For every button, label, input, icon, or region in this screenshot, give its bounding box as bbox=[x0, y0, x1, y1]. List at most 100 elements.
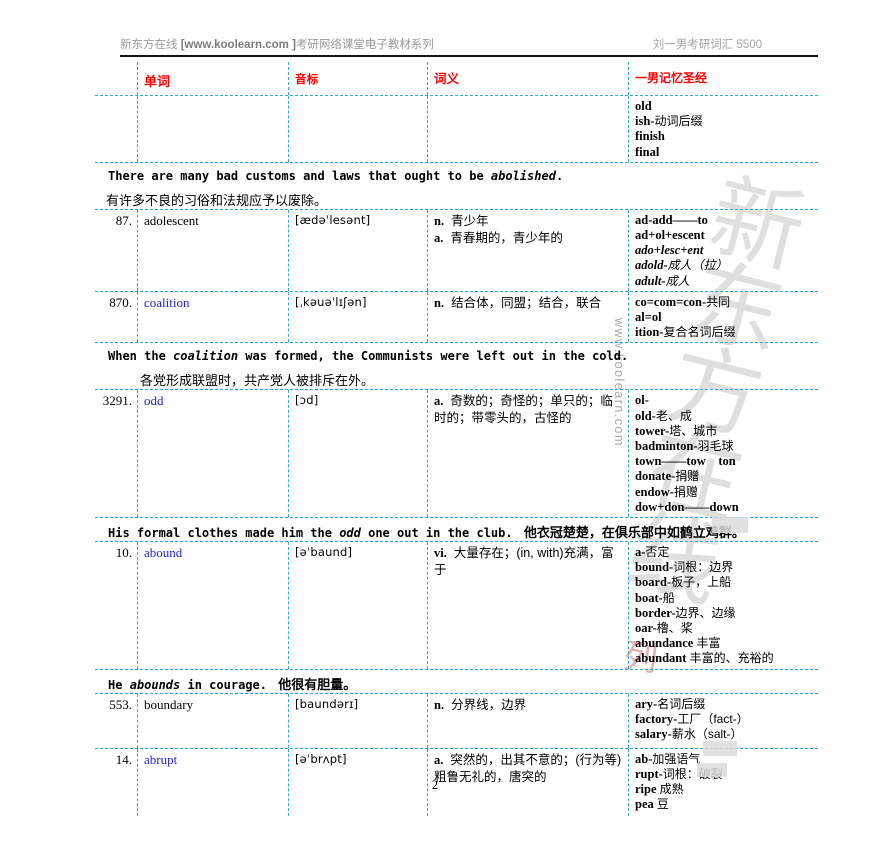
entry-meaning: n. 青少年 a. 青春期的，青少年的 bbox=[427, 209, 628, 291]
example-sentence-english: He abounds in courage. 他很有胆量。 bbox=[108, 674, 818, 693]
memory-gloss: 否定 bbox=[645, 545, 670, 560]
memory-gloss: 加强语气 bbox=[652, 751, 701, 766]
memory-gloss: 边界、边缘 bbox=[675, 605, 736, 620]
memory-line: co=com=con-共同 bbox=[635, 295, 813, 310]
header-site-url: [www.koolearn.com ] bbox=[180, 39, 296, 51]
meaning-line: vi. 大量存在；(in, with)充满，富于 bbox=[434, 545, 623, 579]
sentence-text: He bbox=[108, 677, 130, 692]
part-of-speech: n. bbox=[434, 295, 445, 310]
column-header-word: 单词 bbox=[137, 62, 288, 95]
column-header-number bbox=[95, 62, 137, 95]
memory-line: ado+lesc+ent bbox=[635, 243, 813, 258]
memory-gloss: 成人（拉） bbox=[667, 258, 728, 273]
entry-memory: old ish-动词后缀 finish final bbox=[628, 96, 818, 162]
memory-line: ad-add——to bbox=[635, 213, 813, 228]
table-header-row: 单词 音标 词义 一男记忆圣经 bbox=[95, 62, 818, 96]
memory-line: ol- bbox=[635, 393, 813, 408]
memory-gloss: 动词后缀 bbox=[654, 114, 703, 129]
memory-term: border- bbox=[635, 605, 676, 620]
memory-line: pea 豆 bbox=[635, 797, 813, 812]
entry-meaning bbox=[427, 96, 628, 162]
meaning-line: a. 奇数的；奇怪的；单只的；临时的；带零头的，古怪的 bbox=[434, 393, 623, 427]
memory-gloss: 捐赠 bbox=[673, 484, 698, 499]
memory-term: board- bbox=[635, 575, 672, 590]
table-row: 14. abrupt [əˈbrʌpt] a. 突然的，出其不意的；(行为等)粗鲁… bbox=[95, 748, 818, 816]
memory-line: endow-捐赠 bbox=[635, 485, 813, 500]
url-watermark-text: www.koolearn.com bbox=[612, 318, 626, 447]
meaning-text: 结合体，同盟；结合，联合 bbox=[451, 295, 602, 310]
memory-gloss: 豆 bbox=[656, 797, 669, 812]
memory-line: tower-塔、城市 bbox=[635, 424, 813, 439]
column-header-phonetic: 音标 bbox=[288, 62, 427, 95]
entry-number: 3291. bbox=[102, 393, 132, 409]
entry-phonetic: [ædəˈlesənt] bbox=[288, 209, 427, 291]
memory-line: a-否定 bbox=[635, 545, 813, 560]
memory-term: abundant bbox=[635, 651, 690, 666]
header-series: 考研网络课堂电子教材系列 bbox=[295, 39, 434, 51]
table-row: 10. abound [əˈbaund] vi. 大量存在；(in, with)充… bbox=[95, 542, 818, 670]
memory-term: rupt- bbox=[635, 766, 663, 781]
sentence-keyword: abolished bbox=[490, 168, 556, 183]
meaning-line: n. 青少年 bbox=[434, 213, 623, 230]
redaction-patch bbox=[712, 517, 748, 533]
header-brand: 新东方在线 bbox=[120, 39, 181, 51]
sentence-text: His formal clothes made him the bbox=[108, 526, 340, 541]
header-right-title: 刘一男考研词汇 5500 bbox=[652, 39, 762, 51]
memory-term: badminton- bbox=[635, 439, 698, 454]
part-of-speech: a. bbox=[434, 752, 444, 767]
part-of-speech: a. bbox=[434, 230, 444, 245]
entry-word: abound bbox=[137, 542, 288, 669]
memory-line: boat-船 bbox=[635, 591, 813, 606]
memory-term: dow+don——down bbox=[635, 499, 739, 514]
meaning-text: 青少年 bbox=[451, 213, 489, 228]
entry-phonetic bbox=[288, 96, 427, 162]
memory-term: al=ol bbox=[635, 310, 662, 325]
memory-term: old- bbox=[635, 408, 656, 423]
memory-term: bound- bbox=[635, 560, 674, 575]
running-header: 新东方在线 [www.koolearn.com ]考研网络课堂电子教材系列 刘一… bbox=[120, 36, 818, 52]
entry-word: boundary bbox=[137, 693, 288, 748]
meaning-line: n. 分界线，边界 bbox=[434, 697, 623, 714]
entry-number: 14. bbox=[115, 751, 132, 767]
memory-term: co=com=con- bbox=[635, 294, 707, 309]
example-sentence-chinese: 他很有胆量。 bbox=[278, 677, 357, 693]
memory-gloss: 丰富的、充裕的 bbox=[689, 651, 774, 666]
memory-gloss: 船 bbox=[662, 590, 675, 605]
memory-term: endow- bbox=[635, 484, 674, 499]
table-row: old ish-动词后缀 finish final bbox=[95, 96, 818, 163]
table-row: 870. coalition [ˌkəuəˈlɪʃən] n. 结合体，同盟；结合… bbox=[95, 291, 818, 344]
meaning-line: a. 青春期的，青少年的 bbox=[434, 230, 623, 247]
memory-line: board-板子，上船 bbox=[635, 575, 813, 590]
sentence-text: one out in the club. bbox=[360, 526, 520, 541]
memory-line: abundance 丰富 bbox=[635, 636, 813, 651]
memory-line: final bbox=[635, 145, 813, 160]
memory-gloss: 成熟 bbox=[659, 782, 684, 797]
memory-term: final bbox=[635, 144, 660, 159]
entry-word: adolescent bbox=[137, 209, 288, 291]
entry-memory: a-否定 bound-词根：边界 board-板子，上船 boat-船 bord… bbox=[628, 542, 818, 669]
memory-gloss: 名词后缀 bbox=[657, 696, 706, 711]
entry-memory: ad-add——to ad+ol+escent ado+lesc+ent ado… bbox=[628, 209, 818, 291]
memory-gloss: 薪水（salt-） bbox=[671, 727, 743, 742]
memory-line: factory-工厂（fact-） bbox=[635, 712, 813, 727]
memory-term: ary- bbox=[635, 696, 658, 711]
memory-term: ish- bbox=[635, 114, 655, 129]
memory-line: al=ol bbox=[635, 310, 813, 325]
memory-term: boat- bbox=[635, 590, 663, 605]
memory-line: bound-词根：边界 bbox=[635, 560, 813, 575]
entry-phonetic: [əˈbaund] bbox=[288, 542, 427, 669]
memory-gloss: 成人 bbox=[665, 273, 690, 288]
example-sentence-english: When the coalition was formed, the Commu… bbox=[108, 349, 818, 363]
memory-gloss: 捐赠 bbox=[675, 469, 700, 484]
memory-line: adult-成人 bbox=[635, 274, 813, 289]
sentence-keyword: odd bbox=[339, 526, 361, 541]
entry-word bbox=[137, 96, 288, 162]
meaning-line: a. 突然的，出其不意的；(行为等)粗鲁无礼的，唐突的 bbox=[434, 752, 623, 786]
example-sentence-chinese: 他衣冠楚楚，在俱乐部中如鹤立鸡群。 bbox=[523, 526, 745, 542]
memory-term: salary- bbox=[635, 727, 672, 742]
memory-term: adold- bbox=[635, 258, 668, 273]
entry-phonetic: [əˈbrʌpt] bbox=[288, 748, 427, 816]
memory-line: salary-薪水（salt-） bbox=[635, 727, 813, 742]
memory-gloss: 板子，上船 bbox=[671, 575, 732, 590]
memory-line: old bbox=[635, 99, 813, 114]
